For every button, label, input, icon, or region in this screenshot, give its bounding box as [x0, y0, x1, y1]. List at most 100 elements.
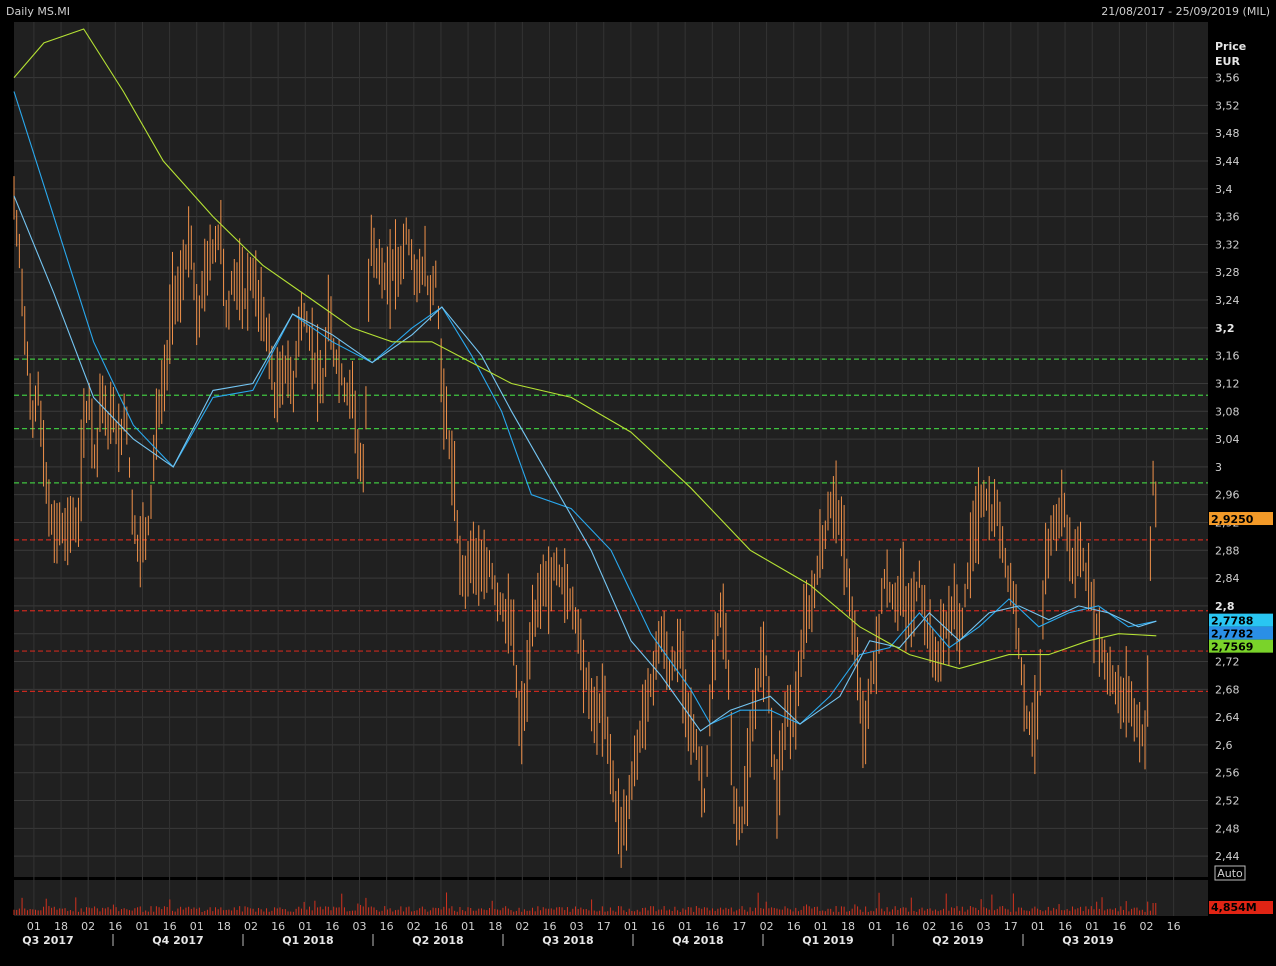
- y-tick-label: 3,2: [1215, 322, 1235, 335]
- x-tick-label: 03: [977, 920, 991, 933]
- x-tick-label: 16: [163, 920, 177, 933]
- x-period-label: Q3 2017: [22, 934, 73, 947]
- x-tick-label: 02: [515, 920, 529, 933]
- volume-badge-label: 4,854M: [1211, 901, 1257, 914]
- x-tick-label: 01: [135, 920, 149, 933]
- x-tick-label: 02: [1139, 920, 1153, 933]
- x-tick-label: 01: [1085, 920, 1099, 933]
- y-tick-label: 2,48: [1215, 822, 1240, 835]
- y-tick-label: 3,08: [1215, 405, 1240, 418]
- y-tick-label: 2,64: [1215, 711, 1240, 724]
- x-tick-label: 03: [353, 920, 367, 933]
- y-tick-label: 3,32: [1215, 238, 1240, 251]
- x-period-label: Q2 2019: [932, 934, 983, 947]
- x-period-label: Q2 2018: [412, 934, 463, 947]
- x-tick-label: 01: [868, 920, 882, 933]
- y-tick-label: 2,56: [1215, 767, 1240, 780]
- x-tick-label: 16: [950, 920, 964, 933]
- y-tick-label: 2,96: [1215, 489, 1240, 502]
- price-badge: [1209, 639, 1273, 653]
- y-tick-label: 2,52: [1215, 795, 1240, 808]
- chart-title: Daily MS.MI: [6, 5, 70, 18]
- price-badge: [1209, 626, 1273, 640]
- x-period-label: Q3 2019: [1062, 934, 1113, 947]
- x-tick-label: 16: [705, 920, 719, 933]
- level-lines: [14, 358, 1208, 693]
- x-period-label: Q1 2019: [802, 934, 853, 947]
- x-period-label: Q4 2018: [672, 934, 723, 947]
- y-tick-label: 2,8: [1215, 600, 1235, 613]
- y-tick-label: 2,6: [1215, 739, 1233, 752]
- date-range: 21/08/2017 - 25/09/2019 (MIL): [1101, 5, 1270, 18]
- y-tick-label: 3,52: [1215, 99, 1240, 112]
- x-tick-label: 16: [1112, 920, 1126, 933]
- x-tick-label: 16: [1167, 920, 1181, 933]
- y-tick-label: 3,36: [1215, 211, 1240, 224]
- y-tick-label: 2,72: [1215, 656, 1240, 669]
- x-tick-label: 17: [1004, 920, 1018, 933]
- moving-average-line: [13, 28, 1157, 670]
- x-tick-label: 16: [651, 920, 665, 933]
- price-badge-label: 2,9250: [1211, 513, 1254, 526]
- x-tick-label: 02: [760, 920, 774, 933]
- price-badge-label: 2,7569: [1211, 641, 1253, 654]
- price-axis-panel: [1210, 22, 1272, 916]
- x-tick-label: 01: [461, 920, 475, 933]
- y-tick-labels: 3,56 3,52 3,48 3,44 3,4 3,36 3,32 3,28 3,24 3,2 3,…: [1215, 72, 1240, 864]
- auto-scale-button[interactable]: [1214, 865, 1246, 881]
- x-tick-label: 01: [190, 920, 204, 933]
- moving-average-line: [13, 195, 1157, 732]
- y-tick-label: 2,44: [1215, 850, 1240, 863]
- y-tick-label: 3,56: [1215, 72, 1240, 85]
- x-tick-label: 18: [54, 920, 68, 933]
- y-tick-label: 3,04: [1215, 433, 1240, 446]
- x-tick-label: 16: [895, 920, 909, 933]
- price-badge: [1209, 512, 1273, 526]
- y-tick-label: 3,24: [1215, 294, 1240, 307]
- x-tick-label: 16: [325, 920, 339, 933]
- x-period-label: Q4 2017: [152, 934, 203, 947]
- x-tick-label: 16: [108, 920, 122, 933]
- auto-scale-label: Auto: [1217, 867, 1243, 880]
- x-tick-label: 01: [27, 920, 41, 933]
- x-period-label: Q3 2018: [542, 934, 593, 947]
- x-tick-label: 16: [271, 920, 285, 933]
- price-badge-label: 2,7788: [1211, 615, 1253, 628]
- y-tick-label: 3,16: [1215, 350, 1240, 363]
- x-tick-label: 03: [570, 920, 584, 933]
- moving-average-line: [13, 91, 1157, 725]
- x-tick-labels: 01 18 02 16 01 16 01 18 02 16 01 16 03 16 02 16 01 18 02 16…: [22, 920, 1180, 947]
- currency-label: EUR: [1215, 55, 1240, 68]
- volume-bars: [13, 892, 1157, 915]
- x-tick-label: 18: [217, 920, 231, 933]
- x-tick-label: 02: [407, 920, 421, 933]
- volume-plot-area[interactable]: [14, 880, 1208, 916]
- price-axis-label: Price: [1215, 40, 1246, 53]
- y-tick-label: 3,12: [1215, 377, 1240, 390]
- x-tick-label: 16: [542, 920, 556, 933]
- y-tick-label: 3: [1215, 461, 1222, 474]
- x-tick-label: 01: [298, 920, 312, 933]
- x-tick-label: 02: [922, 920, 936, 933]
- price-plot-area[interactable]: [14, 22, 1208, 877]
- x-tick-label: 16: [380, 920, 394, 933]
- x-tick-label: 02: [81, 920, 95, 933]
- x-tick-label: 17: [732, 920, 746, 933]
- price-badge-label: 2,7782: [1211, 628, 1253, 641]
- x-tick-label: 01: [1031, 920, 1045, 933]
- volume-badge: [1209, 901, 1273, 914]
- y-tick-label: 3,28: [1215, 266, 1240, 279]
- x-tick-label: 16: [787, 920, 801, 933]
- y-tick-label: 3,4: [1215, 183, 1233, 196]
- y-tick-label: 2,88: [1215, 544, 1240, 557]
- x-tick-label: 01: [624, 920, 638, 933]
- y-tick-label: 2,84: [1215, 572, 1240, 585]
- y-tick-label: 3,44: [1215, 155, 1240, 168]
- x-tick-label: 01: [678, 920, 692, 933]
- price-bars: [13, 176, 1157, 868]
- x-tick-label: 16: [1058, 920, 1072, 933]
- x-tick-label: 18: [488, 920, 502, 933]
